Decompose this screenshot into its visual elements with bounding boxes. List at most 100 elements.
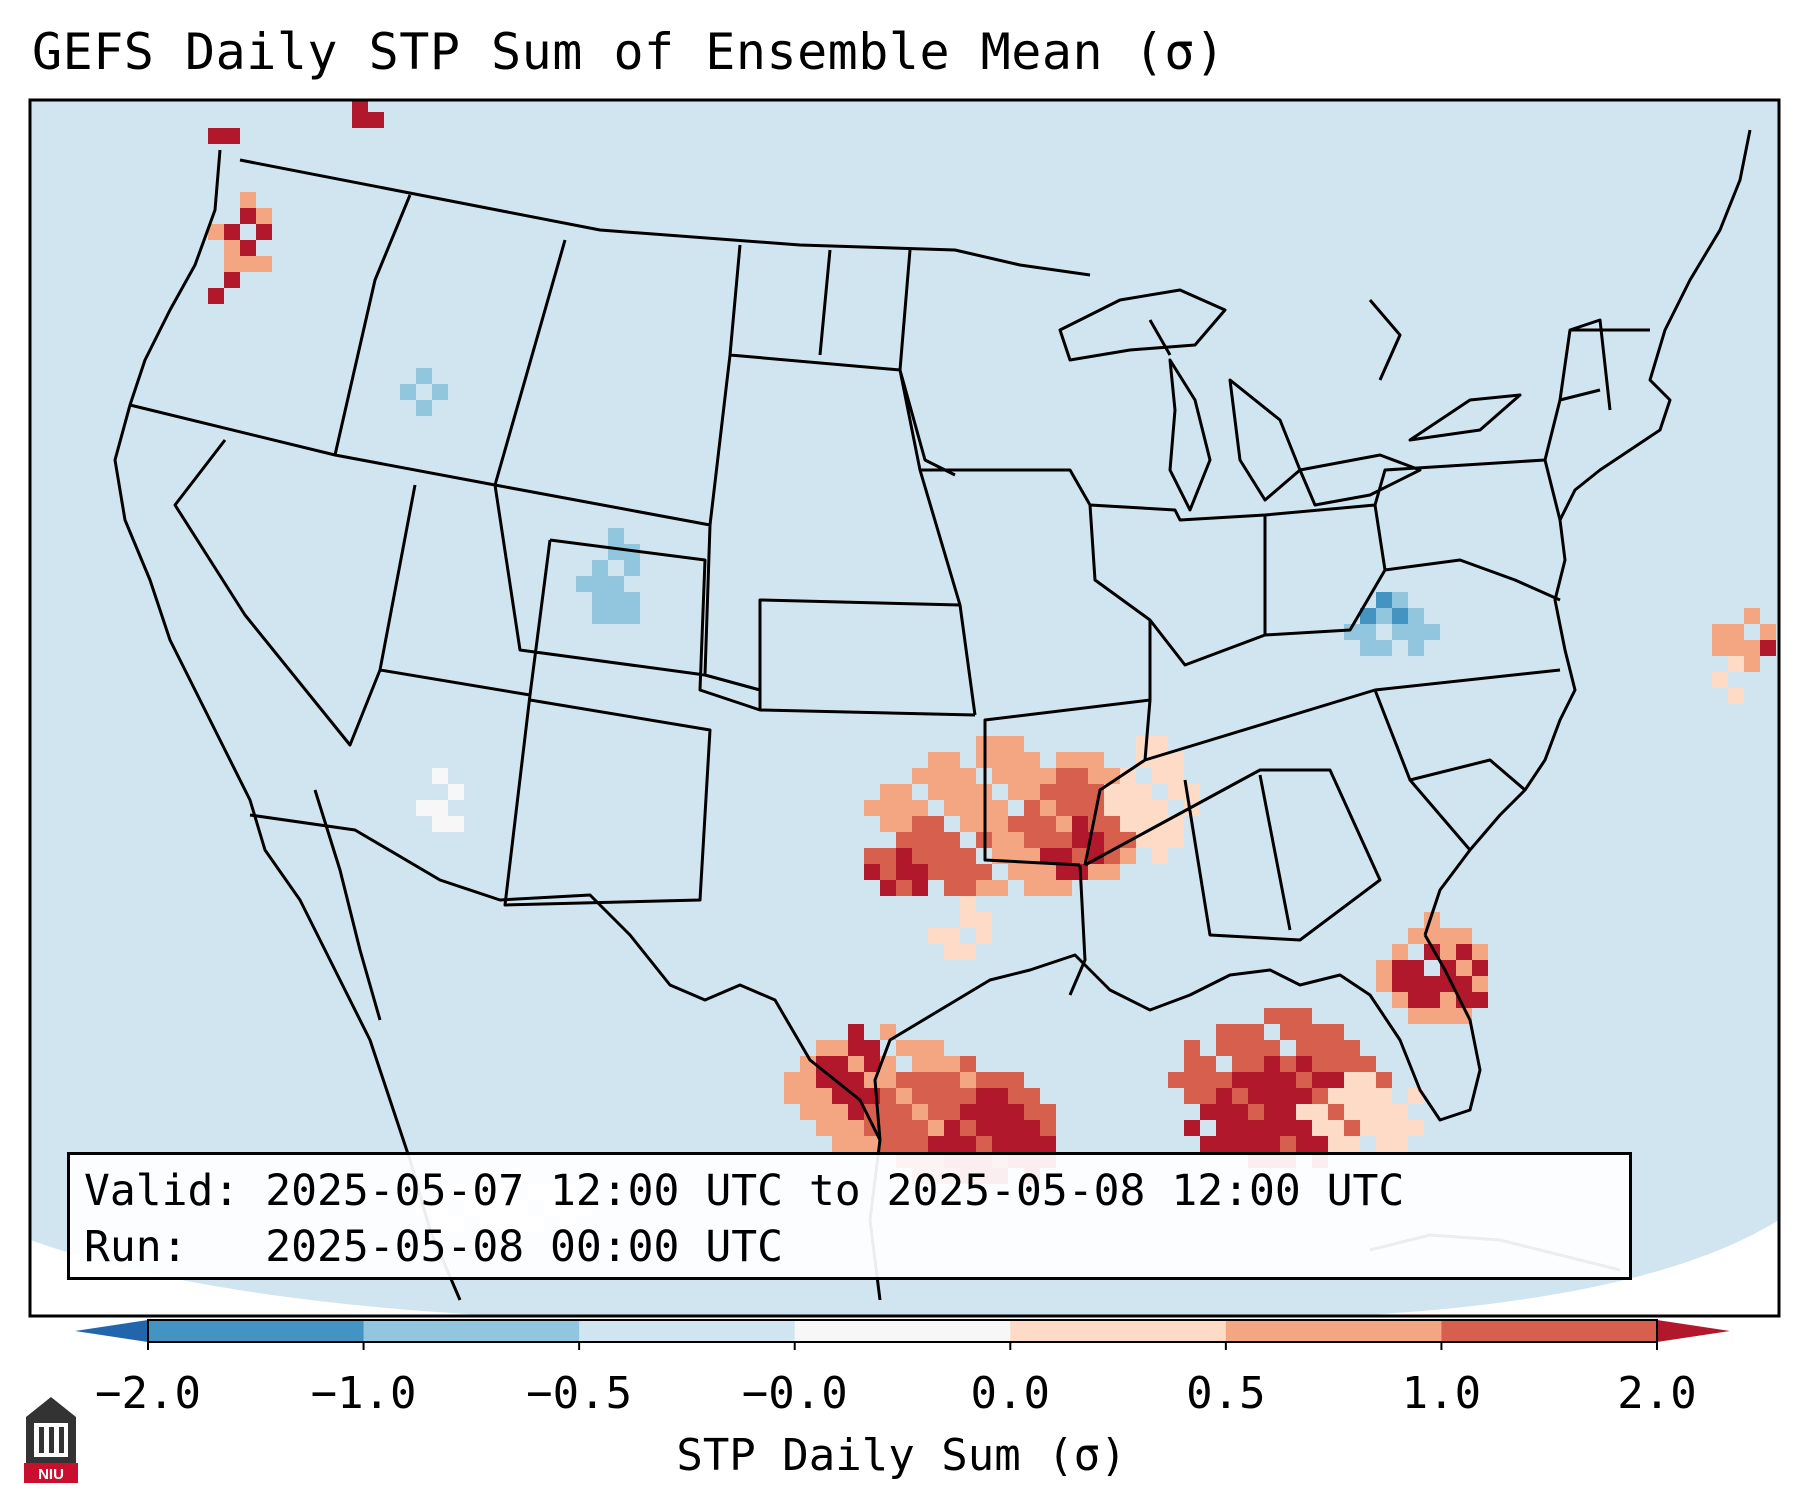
stp-cell [1232,1104,1248,1120]
stp-cell [1328,1024,1344,1040]
stp-cell [800,1088,816,1104]
stp-cell [1088,752,1104,768]
stp-cell [848,1136,864,1152]
stp-cell [1424,992,1440,1008]
stp-cell [1312,1120,1328,1136]
stp-cell [1280,1136,1296,1152]
stp-cell [880,1120,896,1136]
run-value: 2025-05-08 00:00 UTC [265,1222,783,1272]
stp-cell [1296,1024,1312,1040]
stp-cell [1216,1104,1232,1120]
stp-cell [352,112,368,128]
stp-cell [1264,1104,1280,1120]
stp-cell [608,528,624,544]
stp-cell [1200,1056,1216,1072]
stp-cell [1472,944,1488,960]
stp-cell [1024,1136,1040,1152]
stp-cell [1456,1008,1472,1024]
stp-cell [1280,1120,1296,1136]
stp-cell [1280,1024,1296,1040]
logo-text: NIU [38,1466,64,1483]
stp-cell [1344,1056,1360,1072]
stp-cell [1008,832,1024,848]
stp-cell [1120,784,1136,800]
stp-cell [1056,880,1072,896]
stp-cell [1472,960,1488,976]
stp-cell [1056,784,1072,800]
stp-cell [1008,1088,1024,1104]
stp-cell [896,1104,912,1120]
stp-cell [1376,608,1392,624]
stp-cell [816,1088,832,1104]
stp-cell [1328,1040,1344,1056]
stp-cell [992,880,1008,896]
colorbar-tick-label: −0.0 [741,1368,848,1419]
stp-cell [928,816,944,832]
stp-cell [992,1104,1008,1120]
stp-cell [256,256,272,272]
stp-cell [1296,1056,1312,1072]
stp-cell [832,1072,848,1088]
stp-cell [1424,624,1440,640]
stp-cell [1024,784,1040,800]
stp-cell [1216,1072,1232,1088]
stp-cell [1040,768,1056,784]
stp-cell [1264,1088,1280,1104]
stp-cell [1264,1056,1280,1072]
stp-cell [1232,1120,1248,1136]
stp-cell [1120,768,1136,784]
stp-cell [1392,1136,1408,1152]
stp-cell [1360,1072,1376,1088]
stp-cell [1376,640,1392,656]
pacific-coastline [113,149,412,1161]
stp-cell [912,1120,928,1136]
stp-cell [960,912,976,928]
stp-cell [880,848,896,864]
colorbar-segment [148,1320,365,1342]
run-label: Run: [84,1222,240,1272]
stp-cell [944,1056,960,1072]
stp-cell [432,800,448,816]
stp-cell [992,1120,1008,1136]
colorbar-extend-min [75,1320,148,1342]
stp-cell [1312,1072,1328,1088]
stp-cell [1184,1040,1200,1056]
great-lakes [1058,288,1522,512]
stp-cell [928,752,944,768]
colorbar-tick-label: 1.0 [1401,1368,1482,1419]
stp-cell [1312,1040,1328,1056]
stp-cell [1136,816,1152,832]
stp-cell [1376,1136,1392,1152]
stp-cell [608,576,624,592]
stp-cell [1200,1104,1216,1120]
stp-cell [1152,832,1168,848]
stp-cell [928,848,944,864]
stp-cell [912,768,928,784]
stp-cell [880,880,896,896]
stp-cell [1760,624,1776,640]
stp-cell [1392,1104,1408,1120]
stp-cell [1232,1056,1248,1072]
stp-cell [1248,1088,1264,1104]
stp-cell [1408,1120,1424,1136]
stp-cell [1392,608,1408,624]
stp-cell [896,1088,912,1104]
stp-cell [1040,880,1056,896]
stp-cell [1088,864,1104,880]
stp-cell [432,384,448,400]
stp-cell [352,100,368,112]
stp-cell [896,1136,912,1152]
stp-cell [208,288,224,304]
stp-cell [928,1088,944,1104]
stp-cell [976,1088,992,1104]
stp-cell [960,1104,976,1120]
state-boundaries [129,194,1650,996]
stp-cell [848,1072,864,1088]
stp-cell [608,608,624,624]
valid-value: 2025-05-07 12:00 UTC to 2025-05-08 12:00… [265,1166,1405,1216]
stp-cell [208,224,224,240]
stp-cell [784,1088,800,1104]
stp-cell [1456,960,1472,976]
stp-cell [880,1136,896,1152]
stp-cell [1136,736,1152,752]
